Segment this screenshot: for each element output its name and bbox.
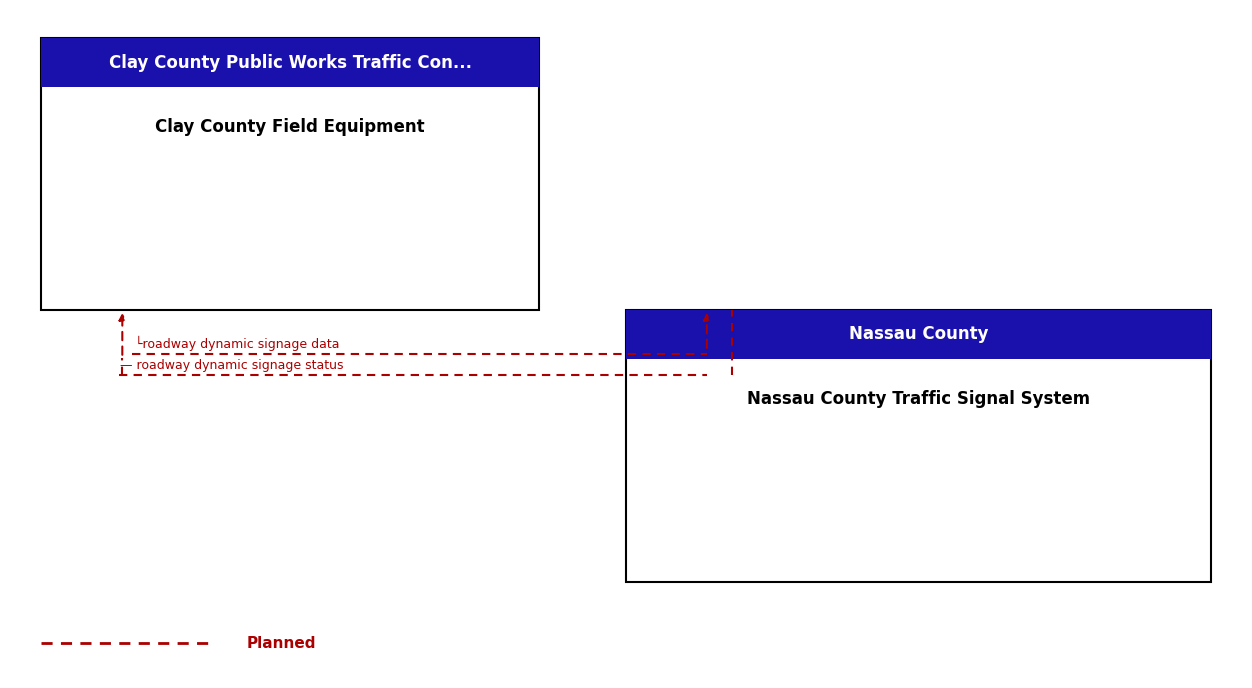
Text: Nassau County: Nassau County bbox=[849, 325, 988, 343]
Text: Planned: Planned bbox=[247, 636, 317, 651]
Bar bbox=[41, 38, 538, 87]
Bar bbox=[626, 310, 1211, 582]
Bar bbox=[626, 310, 1211, 359]
Text: Nassau County Traffic Signal System: Nassau County Traffic Signal System bbox=[746, 389, 1089, 407]
Text: — roadway dynamic signage status: — roadway dynamic signage status bbox=[120, 359, 343, 372]
Text: Clay County Field Equipment: Clay County Field Equipment bbox=[155, 118, 424, 136]
Text: Clay County Public Works Traffic Con...: Clay County Public Works Traffic Con... bbox=[109, 54, 472, 72]
Text: └roadway dynamic signage data: └roadway dynamic signage data bbox=[135, 336, 339, 352]
Bar bbox=[41, 38, 538, 310]
